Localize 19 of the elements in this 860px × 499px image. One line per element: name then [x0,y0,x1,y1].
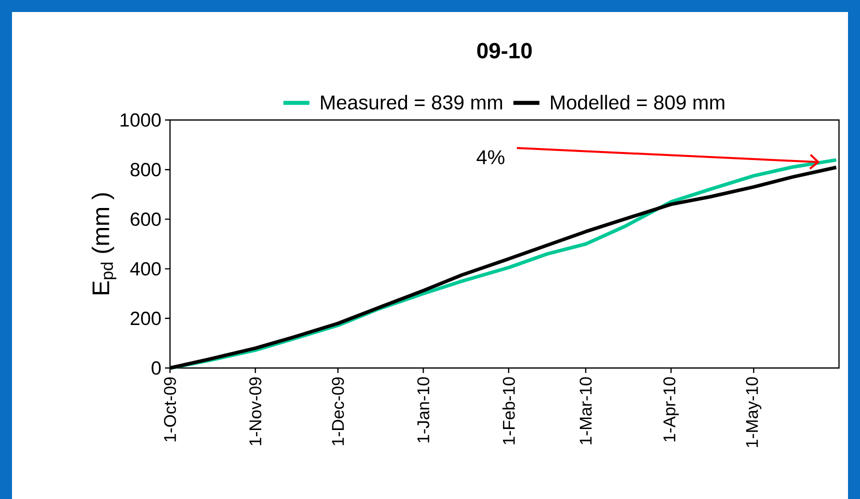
y-axis-title: E$_{pd}$ (mm ) [92,193,116,294]
y-tick-label: 800 [130,162,161,176]
legend-label: Measured = 839 mm [321,94,502,110]
y-tick-label: 600 [130,212,161,226]
y-tick-label: 1000 [120,113,161,127]
annotation: 4% [476,150,504,164]
x-tick-label: 1-Dec-09 [332,377,344,446]
x-tick-label: 1-Oct-09 [164,377,176,442]
x-tick-label: 1-Feb-10 [502,377,515,444]
x-tick-label: 1-Mar-10 [580,377,592,444]
legend-label: Modelled = 809 mm [551,94,724,110]
chart-title: 09-10 [477,42,532,58]
y-tick-label: 400 [130,262,161,276]
y-tick-label: 0 [152,361,161,375]
y-tick-label: 200 [130,312,161,326]
x-tick-label: 1-May-10 [746,377,762,448]
x-tick-label: 1-Nov-09 [249,377,262,446]
x-tick-label: 1-Apr-10 [663,377,679,442]
x-tick-label: 1-Jan-10 [417,377,430,442]
